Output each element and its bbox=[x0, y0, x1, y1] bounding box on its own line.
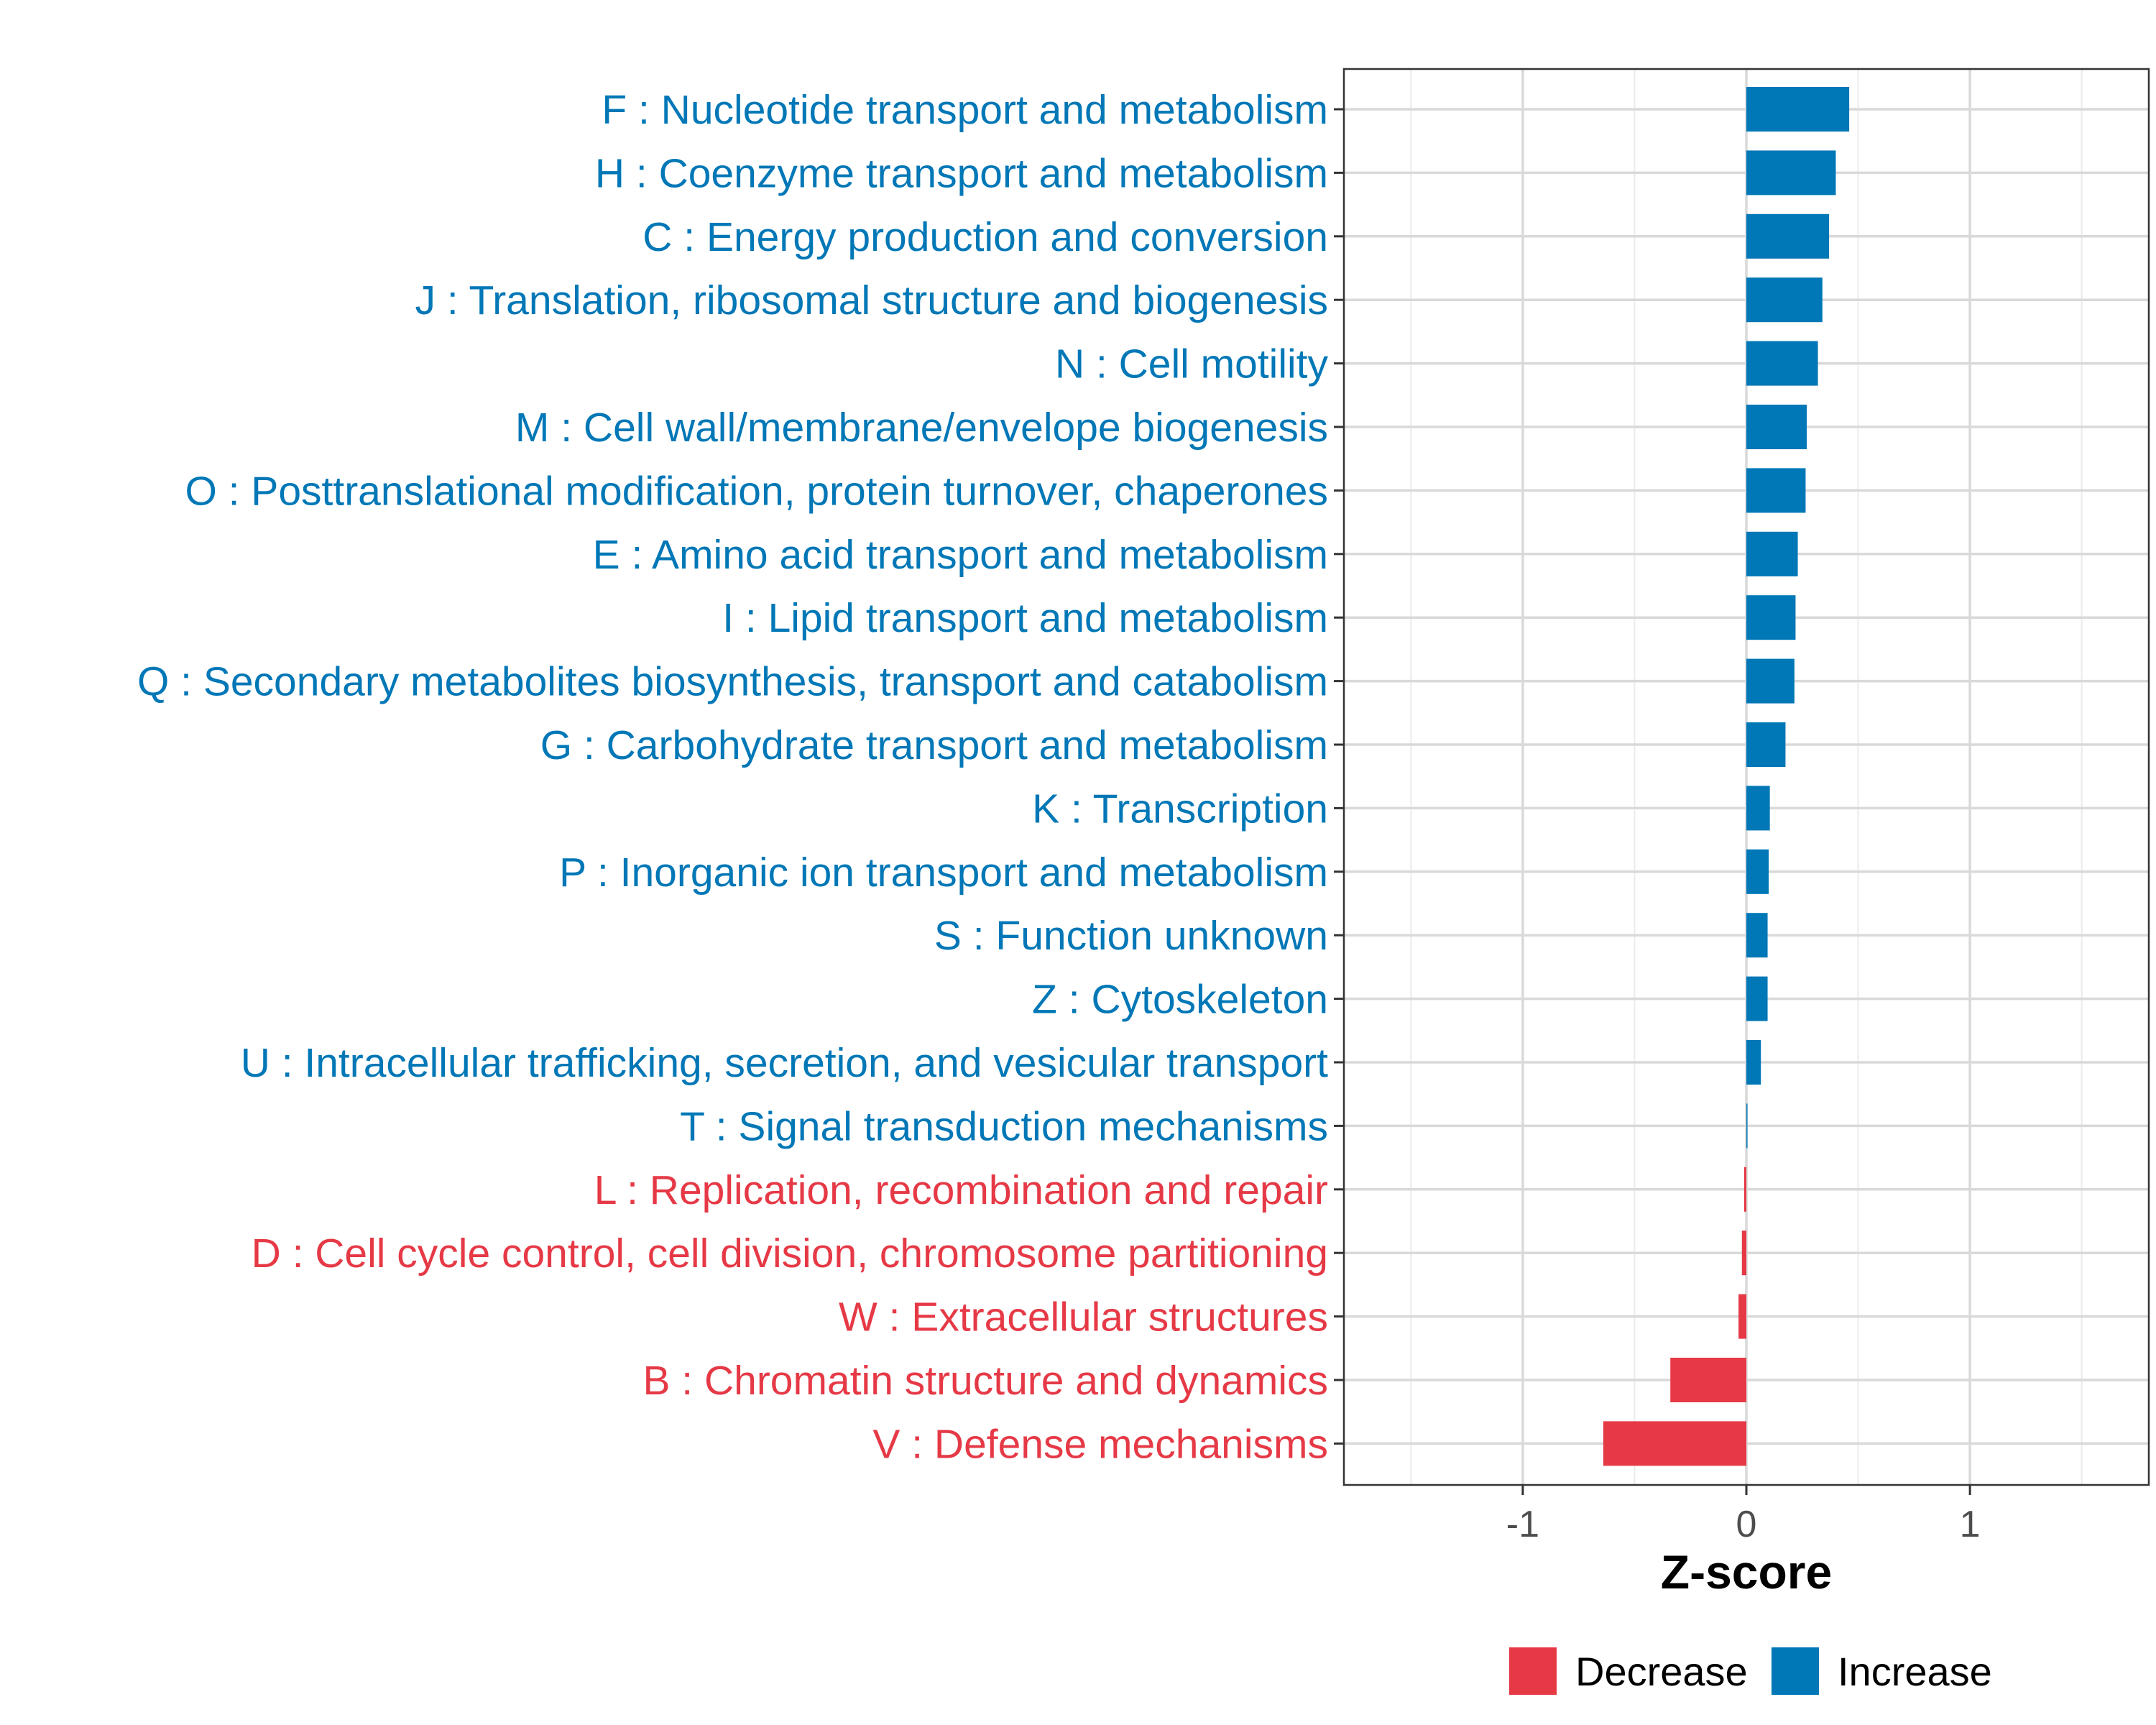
bar bbox=[1746, 913, 1768, 958]
x-axis-title: Z-score bbox=[1661, 1545, 1832, 1598]
category-label: H : Coenzyme transport and metabolism bbox=[595, 150, 1328, 196]
bar bbox=[1746, 150, 1836, 196]
bar bbox=[1746, 213, 1830, 259]
bar bbox=[1603, 1421, 1746, 1466]
bar bbox=[1746, 531, 1798, 576]
legend-label: Decrease bbox=[1575, 1649, 1748, 1694]
bar bbox=[1738, 1294, 1746, 1339]
category-label: D : Cell cycle control, cell division, c… bbox=[252, 1230, 1328, 1276]
category-label: V : Defense mechanisms bbox=[872, 1421, 1328, 1467]
bar bbox=[1746, 658, 1795, 704]
category-label: T : Signal transduction mechanisms bbox=[680, 1103, 1328, 1149]
category-label: C : Energy production and conversion bbox=[642, 214, 1328, 260]
bar bbox=[1670, 1358, 1746, 1402]
bar bbox=[1746, 1040, 1761, 1085]
category-label: Q : Secondary metabolites biosynthesis, … bbox=[137, 659, 1328, 705]
x-tick-label: 1 bbox=[1960, 1504, 1981, 1545]
y-axis-ticks bbox=[1334, 108, 1344, 1445]
category-label: E : Amino acid transport and metabolism bbox=[593, 532, 1328, 578]
category-label: M : Cell wall/membrane/envelope biogenes… bbox=[515, 405, 1328, 451]
x-tick-label: -1 bbox=[1506, 1504, 1539, 1545]
category-label: L : Replication, recombination and repai… bbox=[594, 1167, 1328, 1213]
category-label: S : Function unknown bbox=[934, 913, 1328, 959]
category-label: O : Posttranslational modification, prot… bbox=[185, 468, 1328, 514]
bar bbox=[1741, 1230, 1746, 1276]
y-axis-labels: F : Nucleotide transport and metabolism H… bbox=[137, 87, 1329, 1467]
bar bbox=[1746, 722, 1786, 767]
category-label: I : Lipid transport and metabolism bbox=[722, 595, 1328, 641]
bar bbox=[1746, 849, 1769, 894]
category-label: B : Chromatin structure and dynamics bbox=[642, 1358, 1328, 1404]
x-axis-ticks: -1 0 1 bbox=[1506, 1485, 1981, 1545]
bar bbox=[1746, 976, 1768, 1021]
bar bbox=[1746, 468, 1806, 513]
category-label: K : Transcription bbox=[1032, 786, 1328, 832]
category-label: U : Intracellular trafficking, secretion… bbox=[241, 1040, 1328, 1086]
bar bbox=[1746, 405, 1807, 449]
category-label: N : Cell motility bbox=[1055, 341, 1329, 387]
legend: Decrease Increase bbox=[1509, 1647, 1992, 1695]
legend-label: Increase bbox=[1838, 1649, 1992, 1694]
bar bbox=[1746, 341, 1818, 386]
legend-swatch bbox=[1772, 1647, 1819, 1695]
category-label: J : Translation, ribosomal structure and… bbox=[415, 277, 1328, 323]
bar bbox=[1746, 277, 1823, 323]
category-label: W : Extracellular structures bbox=[839, 1294, 1328, 1340]
category-label: P : Inorganic ion transport and metaboli… bbox=[559, 850, 1328, 896]
bar bbox=[1746, 786, 1770, 831]
category-label: G : Carbohydrate transport and metabolis… bbox=[540, 722, 1328, 768]
bar bbox=[1746, 1103, 1748, 1149]
bar bbox=[1743, 1167, 1746, 1212]
category-label: Z : Cytoskeleton bbox=[1032, 977, 1328, 1023]
bar bbox=[1746, 595, 1796, 640]
bar bbox=[1746, 87, 1850, 132]
x-tick-label: 0 bbox=[1736, 1504, 1757, 1545]
category-label: F : Nucleotide transport and metabolism bbox=[602, 87, 1328, 133]
legend-swatch bbox=[1509, 1647, 1557, 1695]
bars bbox=[1603, 87, 1850, 1466]
